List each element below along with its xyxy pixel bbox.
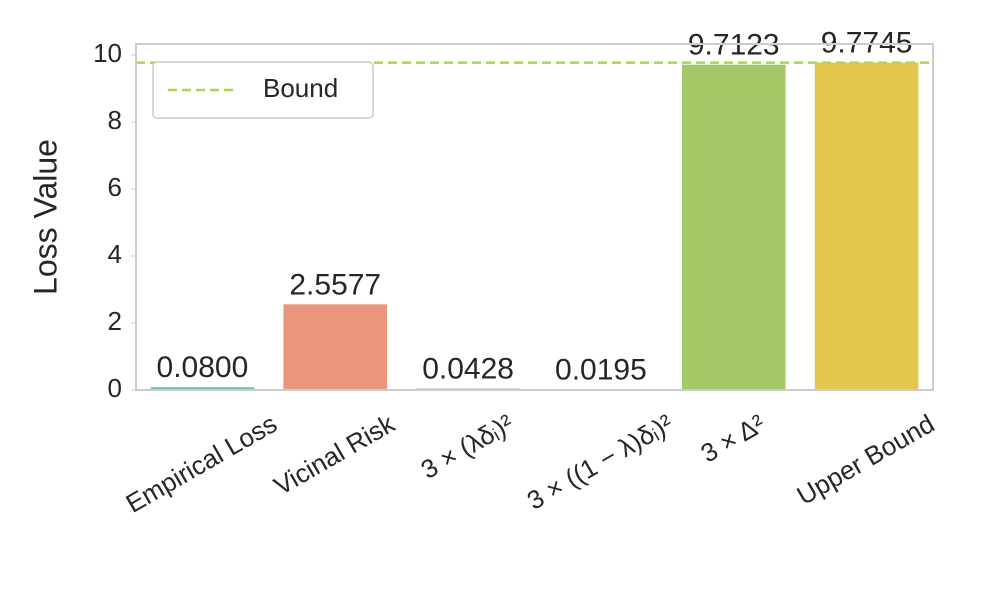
value-label: 0.0800 <box>157 351 249 384</box>
plot-frame <box>135 43 934 391</box>
bar <box>814 62 919 390</box>
y-tick-label: 4 <box>108 239 122 269</box>
value-label: 2.5577 <box>289 268 381 301</box>
y-tick-label: 8 <box>108 105 122 135</box>
y-axis-label: Loss Value <box>27 139 63 295</box>
bar <box>150 387 255 390</box>
y-tick-label: 0 <box>108 373 122 403</box>
legend-label: Bound <box>263 73 338 103</box>
y-tick-label: 6 <box>108 172 122 202</box>
y-tick-label: 10 <box>93 38 122 68</box>
legend-box <box>152 61 374 119</box>
value-label: 9.7123 <box>688 29 780 62</box>
y-tick-label: 2 <box>108 306 122 336</box>
value-label: 0.0195 <box>555 353 647 386</box>
bar <box>681 64 786 390</box>
value-label: 0.0428 <box>422 352 514 385</box>
bar <box>283 304 388 390</box>
